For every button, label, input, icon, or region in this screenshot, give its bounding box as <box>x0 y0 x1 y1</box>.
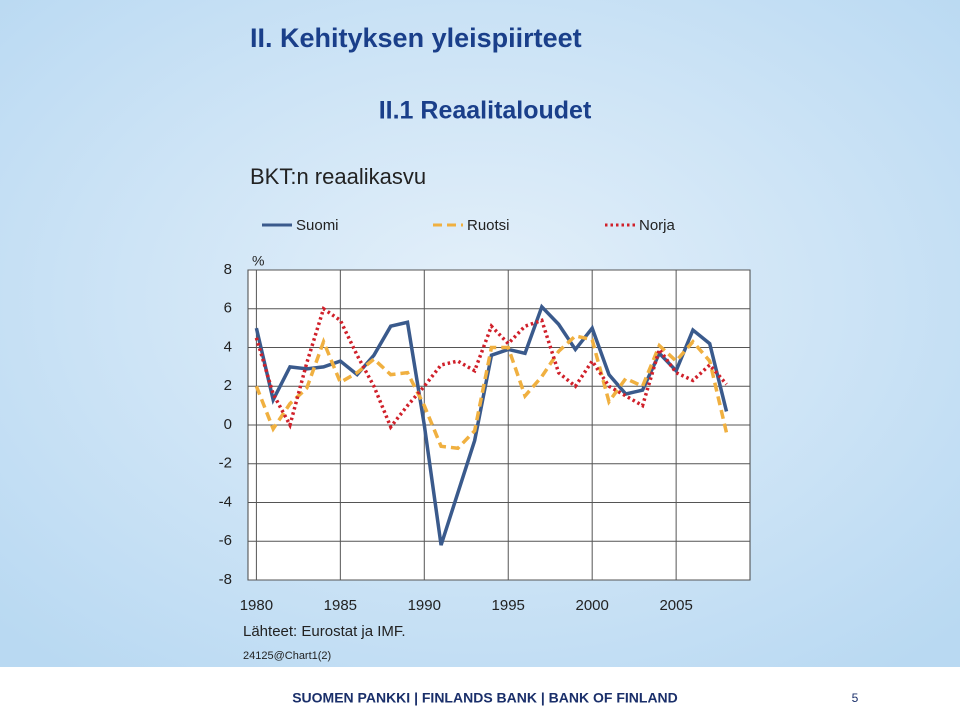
y-tick-label: 4 <box>224 338 232 355</box>
y-tick-label: -8 <box>219 571 232 588</box>
y-tick-label: 2 <box>224 377 232 394</box>
plot: -8 -6 -4 -2 0 2 4 6 8 1980 1985 1990 1995 2000 2005 Suo… <box>219 217 750 614</box>
slide-subtitle: II.1 Reaalitaloudet <box>379 97 592 125</box>
y-tick-label: 8 <box>224 261 232 278</box>
x-tick-label: 2000 <box>575 597 608 614</box>
legend-label: Norja <box>639 217 676 234</box>
source: Lähteet: Eurostat ja IMF. <box>243 623 406 640</box>
x-tick-label: 1980 <box>240 597 273 614</box>
page-number: 5 <box>852 691 859 705</box>
slide-title: II. Kehityksen yleispiirteet <box>250 23 582 53</box>
y-tick-label: -2 <box>219 455 232 472</box>
legend-label: Suomi <box>296 217 339 234</box>
y-tick-label: -6 <box>219 532 232 549</box>
footer-band <box>0 667 960 707</box>
x-tick-label: 1990 <box>408 597 441 614</box>
y-tick-label: -4 <box>219 493 232 510</box>
x-tick-label: 2005 <box>659 597 692 614</box>
series-line <box>254 303 729 546</box>
chart-title: BKT:n reaalikasvu <box>250 164 426 189</box>
y-axis-label: % <box>252 253 264 269</box>
footer: SUOMEN PANKKI | FINLANDS BANK | BANK OF … <box>292 690 678 706</box>
series-line <box>254 305 728 431</box>
series-line <box>254 333 729 451</box>
x-tick-label: 1985 <box>324 597 357 614</box>
chart-id: 24125@Chart1(2) <box>243 650 331 662</box>
legend-label: Ruotsi <box>467 217 510 234</box>
y-tick-label: 6 <box>224 300 232 317</box>
y-tick-label: 0 <box>224 416 232 433</box>
x-tick-label: 1995 <box>492 597 525 614</box>
